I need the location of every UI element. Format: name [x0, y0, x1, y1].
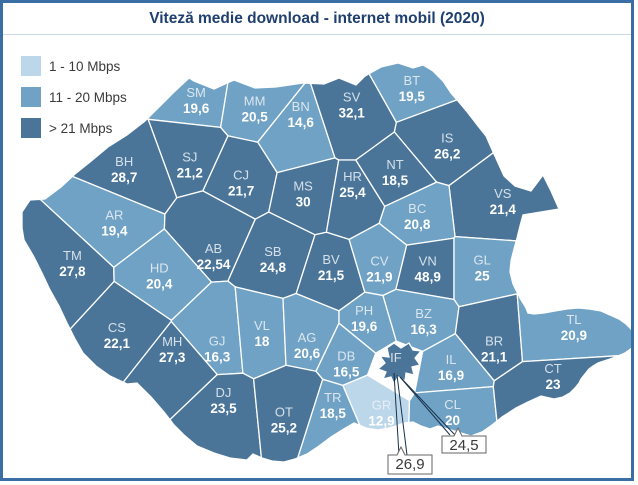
svg-text:12,9: 12,9: [368, 414, 394, 429]
svg-text:25: 25: [475, 269, 491, 284]
svg-text:19,6: 19,6: [183, 101, 210, 116]
svg-text:20,6: 20,6: [294, 346, 321, 361]
svg-text:> 21 Mbps: > 21 Mbps: [49, 121, 113, 136]
svg-text:CT: CT: [544, 361, 561, 376]
svg-text:TM: TM: [63, 248, 82, 263]
svg-text:CJ: CJ: [233, 168, 249, 183]
svg-text:1 - 10 Mbps: 1 - 10 Mbps: [49, 59, 121, 74]
svg-text:21,2: 21,2: [177, 165, 203, 180]
svg-text:VN: VN: [419, 253, 437, 268]
svg-text:20: 20: [445, 413, 460, 428]
svg-text:SB: SB: [264, 244, 281, 259]
svg-text:GJ: GJ: [209, 333, 226, 348]
svg-text:32,1: 32,1: [338, 106, 365, 121]
svg-text:22,1: 22,1: [104, 336, 131, 351]
svg-text:18: 18: [254, 334, 270, 349]
svg-text:25,2: 25,2: [271, 421, 297, 436]
svg-text:IF: IF: [390, 350, 402, 365]
svg-text:24,8: 24,8: [260, 260, 287, 275]
svg-text:21,4: 21,4: [490, 202, 517, 217]
svg-text:18,5: 18,5: [320, 406, 347, 421]
svg-text:23: 23: [545, 377, 561, 392]
svg-text:NT: NT: [386, 157, 403, 172]
svg-text:MS: MS: [293, 178, 313, 193]
svg-text:IL: IL: [446, 352, 457, 367]
svg-text:VS: VS: [494, 186, 512, 201]
svg-text:21,7: 21,7: [228, 184, 254, 199]
svg-text:AB: AB: [205, 241, 222, 256]
svg-text:DJ: DJ: [216, 385, 232, 400]
svg-text:VL: VL: [254, 318, 270, 333]
svg-text:AG: AG: [298, 330, 317, 345]
svg-text:BH: BH: [115, 154, 133, 169]
svg-text:16,3: 16,3: [410, 322, 437, 337]
svg-text:IS: IS: [441, 130, 454, 145]
svg-text:24,5: 24,5: [449, 437, 478, 454]
svg-text:16,9: 16,9: [438, 368, 464, 383]
svg-text:22,54: 22,54: [197, 257, 231, 272]
svg-text:PH: PH: [355, 303, 373, 318]
svg-text:11 - 20 Mbps: 11 - 20 Mbps: [49, 90, 127, 105]
svg-text:OT: OT: [275, 405, 293, 420]
svg-text:16,3: 16,3: [204, 349, 231, 364]
svg-text:26,9: 26,9: [395, 456, 424, 473]
svg-text:19,6: 19,6: [351, 319, 378, 334]
svg-text:20,9: 20,9: [561, 328, 587, 343]
svg-text:14,6: 14,6: [288, 115, 315, 130]
svg-text:MM: MM: [244, 94, 266, 109]
svg-text:GR: GR: [372, 398, 392, 413]
svg-text:21,9: 21,9: [366, 269, 392, 284]
svg-text:BC: BC: [408, 201, 426, 216]
svg-text:BT: BT: [403, 73, 420, 88]
svg-text:20,4: 20,4: [146, 276, 173, 291]
svg-text:CL: CL: [444, 397, 461, 412]
svg-text:19,5: 19,5: [399, 89, 426, 104]
svg-text:AR: AR: [105, 208, 123, 223]
svg-text:TL: TL: [566, 312, 581, 327]
svg-text:HR: HR: [343, 169, 362, 184]
svg-text:GL: GL: [474, 253, 491, 268]
svg-text:TR: TR: [324, 390, 341, 405]
svg-text:30: 30: [296, 194, 311, 209]
svg-text:19,4: 19,4: [101, 224, 128, 239]
svg-text:16,5: 16,5: [333, 364, 360, 379]
svg-text:SM: SM: [186, 85, 206, 100]
svg-text:27,8: 27,8: [59, 264, 86, 279]
svg-text:26,2: 26,2: [434, 146, 460, 161]
svg-text:25,4: 25,4: [339, 185, 366, 200]
svg-text:CV: CV: [370, 253, 388, 268]
svg-text:SJ: SJ: [182, 149, 197, 164]
svg-text:BR: BR: [485, 334, 503, 349]
svg-text:BV: BV: [322, 252, 340, 267]
svg-text:18,5: 18,5: [382, 173, 409, 188]
svg-text:21,1: 21,1: [481, 350, 508, 365]
svg-text:SV: SV: [343, 90, 361, 105]
svg-text:20,8: 20,8: [404, 217, 431, 232]
svg-text:BZ: BZ: [415, 306, 432, 321]
svg-text:20,5: 20,5: [241, 110, 268, 125]
svg-text:27,3: 27,3: [159, 350, 186, 365]
svg-text:BN: BN: [292, 99, 310, 114]
svg-text:CS: CS: [108, 320, 126, 335]
svg-text:MH: MH: [162, 334, 182, 349]
svg-text:23,5: 23,5: [210, 401, 237, 416]
svg-text:HD: HD: [150, 260, 169, 275]
svg-text:21,5: 21,5: [318, 268, 345, 283]
svg-text:48,9: 48,9: [415, 269, 441, 284]
svg-text:DB: DB: [337, 348, 355, 363]
svg-text:28,7: 28,7: [111, 170, 137, 185]
